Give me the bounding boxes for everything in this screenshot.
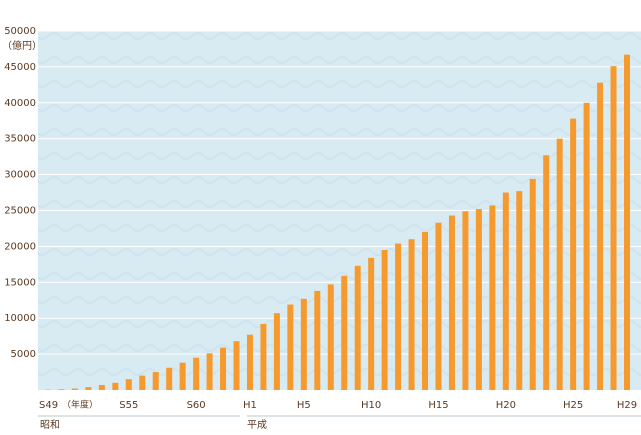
bar [489,205,496,390]
bar [139,375,146,390]
bar [475,209,482,390]
bar [125,379,132,390]
x-unit: （年度） [62,399,98,411]
bar [502,192,509,390]
bar [381,249,388,390]
y-tick-label: 35000 [4,134,36,145]
bar [152,372,159,390]
bar [300,298,307,390]
bar [71,388,78,390]
bar [368,257,375,390]
bar [543,155,550,390]
bar [422,232,429,390]
bar [597,82,604,391]
bar [435,222,442,390]
x-tick-label: H29 [617,400,637,411]
x-tick-label: S49 [39,400,58,411]
era-label: 平成 [247,419,267,431]
bar [193,357,200,390]
x-tick-label: S55 [119,400,138,411]
bar [448,215,455,390]
y-tick-label: 30000 [4,170,36,181]
bar [314,290,321,390]
y-tick-label: 10000 [4,313,36,324]
bar [287,304,294,390]
y-tick-label: 45000 [4,62,36,73]
bar [98,384,105,390]
bar [624,54,630,390]
bar [206,353,213,390]
x-tick-label: H20 [496,400,516,411]
bar [462,211,469,390]
bar [395,243,402,390]
bar [179,362,186,390]
bar [570,118,577,390]
x-tick-label: S60 [187,400,206,411]
bar [58,389,65,390]
bar [112,382,119,390]
x-tick-label: H1 [243,400,257,411]
bar [220,347,227,390]
bar [610,66,617,390]
y-axis-label: （億円） [2,39,42,52]
bar [556,138,563,390]
bar [408,239,415,390]
bar [516,191,523,390]
bar [85,387,92,390]
bar [260,323,267,390]
bar [583,102,590,391]
bar [246,334,253,390]
y-tick-label: 40000 [4,98,36,109]
bar [273,313,280,390]
x-tick-label: H15 [428,400,448,411]
y-tick-label: 5000 [11,349,36,360]
era-label: 昭和 [40,419,60,431]
y-tick-label: 25000 [4,206,36,217]
bar [327,284,334,390]
y-tick-label: 50000 [4,26,36,37]
bar [529,178,536,390]
x-tick-label: H25 [563,400,583,411]
y-tick-label: 20000 [4,241,36,252]
bar [341,275,348,390]
bar [354,265,361,390]
bar [166,367,173,390]
y-tick-label: 15000 [4,277,36,288]
x-tick-label: H5 [297,400,311,411]
x-tick-label: H10 [361,400,381,411]
bar [233,341,240,390]
